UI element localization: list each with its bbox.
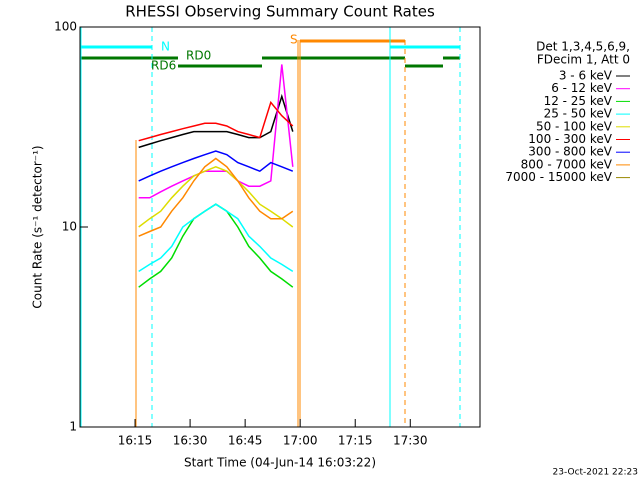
y-tick-label: 100 <box>54 20 77 34</box>
legend-label: 7000 - 15000 keV <box>505 170 612 184</box>
series-line <box>138 64 294 199</box>
legend-label: 6 - 12 keV <box>551 81 613 95</box>
x-axis-label: Start Time (04-Jun-14 16:03:22) <box>184 456 376 470</box>
annotation: RD0 <box>186 49 211 63</box>
series-line <box>138 150 294 182</box>
x-tick-label: 16:45 <box>228 434 263 448</box>
legend-label: 800 - 7000 keV <box>521 157 613 171</box>
y-tick-label: 1 <box>69 420 77 434</box>
series-line <box>138 203 294 288</box>
annotation: N <box>161 40 170 54</box>
series-line <box>138 203 294 273</box>
series-line <box>138 165 294 228</box>
y-tick-label: 10 <box>62 220 77 234</box>
x-tick-label: 17:30 <box>393 434 428 448</box>
annotation: S <box>290 33 298 47</box>
x-tick-label: 16:15 <box>118 434 153 448</box>
legend-label: 12 - 25 keV <box>544 94 613 108</box>
x-tick-label: 16:30 <box>173 434 208 448</box>
series-line <box>138 93 294 149</box>
y-axis-label: Count Rate (s⁻¹ detector⁻¹) <box>31 145 45 308</box>
x-tick-label: 17:00 <box>283 434 318 448</box>
legend-label: 25 - 50 keV <box>544 107 613 121</box>
series-line <box>138 100 294 142</box>
legend-label: 300 - 800 keV <box>528 145 612 159</box>
state-markers <box>81 39 460 68</box>
chart-title: RHESSI Observing Summary Count Rates <box>125 3 435 21</box>
legend-header: Det 1,3,4,5,6,9, <box>536 40 630 54</box>
legend-header: FDecim 1, Att 0 <box>537 53 630 67</box>
series-line <box>138 157 294 237</box>
legend-label: 3 - 6 keV <box>559 69 613 83</box>
annotation: RD6 <box>151 59 176 73</box>
legend-label: 100 - 300 keV <box>528 132 612 146</box>
boundaries <box>80 27 461 427</box>
timestamp: 23-Oct-2021 22:23 <box>553 468 638 478</box>
legend-label: 50 - 100 keV <box>536 119 613 133</box>
x-tick-label: 17:15 <box>338 434 373 448</box>
